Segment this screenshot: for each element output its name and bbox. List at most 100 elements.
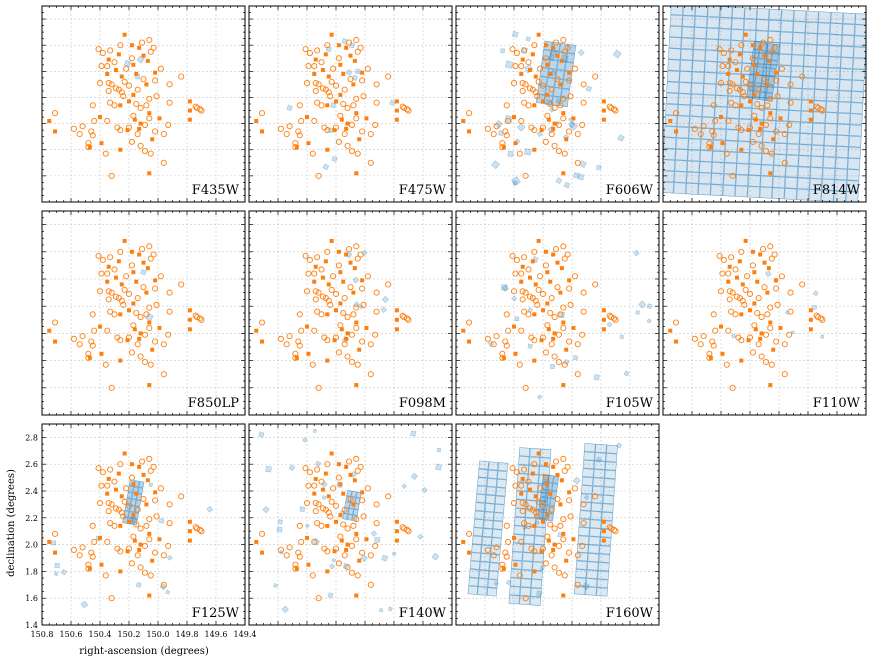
point-open-circle — [401, 314, 408, 321]
point-open-circle — [91, 538, 98, 545]
coverage-tile — [597, 570, 610, 580]
point-open-circle — [325, 89, 332, 96]
point-filled-square — [394, 519, 399, 524]
point-open-circle — [526, 505, 534, 512]
coverage-tile — [716, 72, 730, 85]
coverage-tile — [762, 67, 771, 77]
coverage-layer — [663, 6, 866, 202]
point-open-circle — [364, 273, 371, 280]
coverage-tile — [471, 543, 482, 554]
point-open-circle — [608, 314, 615, 321]
point-open-circle — [165, 121, 172, 128]
y-tick-label: 2.2 — [25, 514, 38, 523]
coverage-tile — [534, 535, 546, 546]
coverage-tile — [485, 494, 496, 504]
point-open-circle — [146, 95, 153, 102]
coverage-tile — [751, 49, 760, 59]
point-filled-square — [118, 312, 123, 317]
point-open-circle — [160, 131, 167, 138]
point-open-circle — [505, 327, 512, 334]
point-open-circle — [146, 324, 153, 332]
point-open-circle — [153, 93, 160, 100]
coverage-tile — [848, 146, 861, 159]
coverage-tile — [348, 508, 354, 515]
coverage-tile — [789, 87, 803, 100]
point-filled-square — [762, 53, 767, 58]
points-layer — [668, 32, 826, 179]
coverage-tile — [663, 170, 675, 183]
coverage-tile — [663, 159, 676, 172]
point-filled-square — [753, 117, 758, 122]
point-open-circle — [341, 341, 348, 348]
coverage-tile — [577, 49, 585, 57]
point-filled-square — [254, 118, 259, 123]
coverage-tile — [585, 586, 597, 596]
point-open-circle — [353, 536, 360, 543]
point-open-circle — [89, 553, 96, 560]
coverage-tile — [787, 132, 800, 145]
point-open-circle — [194, 525, 201, 532]
coverage-tile — [583, 451, 596, 461]
point-filled-square — [734, 275, 739, 280]
coverage-tile — [835, 146, 849, 158]
point-open-circle — [347, 495, 354, 503]
coverage-mosaic — [508, 447, 552, 606]
point-open-circle — [330, 485, 337, 492]
point-open-circle — [134, 86, 141, 93]
coverage-tile — [686, 160, 700, 173]
coverage-tile — [487, 469, 498, 479]
coverage-tile — [575, 568, 587, 579]
coverage-tile — [826, 78, 840, 91]
coverage-tile — [830, 11, 844, 24]
point-open-circle — [762, 147, 770, 155]
point-filled-square — [545, 301, 550, 306]
point-filled-square — [559, 478, 564, 483]
point-filled-square — [739, 103, 744, 108]
point-open-circle — [510, 288, 518, 295]
point-filled-square — [541, 308, 545, 313]
point-open-circle — [535, 286, 542, 293]
point-filled-square — [137, 336, 142, 341]
coverage-tile — [473, 518, 484, 529]
point-filled-square — [352, 58, 357, 63]
coverage-tile — [703, 72, 717, 85]
point-open-circle — [372, 121, 379, 128]
point-open-circle — [112, 293, 119, 300]
point-filled-square — [546, 327, 551, 332]
point-open-circle — [566, 285, 573, 292]
point-filled-square — [351, 502, 356, 507]
point-open-circle — [551, 353, 558, 360]
point-filled-square — [138, 542, 143, 547]
coverage-tile — [850, 91, 864, 103]
point-filled-square — [323, 52, 328, 57]
point-open-circle — [302, 46, 309, 53]
point-open-circle — [198, 528, 205, 535]
coverage-tile — [771, 187, 785, 200]
point-filled-square — [129, 462, 134, 467]
point-open-circle — [121, 498, 128, 505]
point-open-circle — [354, 361, 361, 368]
coverage-tile — [623, 370, 630, 377]
coverage-tile — [129, 505, 136, 513]
point-open-circle — [327, 513, 334, 520]
point-open-circle — [89, 522, 96, 529]
point-open-circle — [295, 338, 302, 345]
coverage-tile — [491, 528, 503, 539]
point-filled-square — [131, 301, 136, 306]
point-filled-square — [533, 494, 538, 499]
point-open-circle — [553, 246, 560, 253]
coverage-tile — [135, 499, 142, 507]
point-open-circle — [768, 150, 775, 157]
coverage-tile — [581, 476, 594, 486]
point-open-circle — [385, 73, 392, 80]
point-open-circle — [89, 132, 96, 139]
coverage-tile — [771, 51, 779, 61]
point-open-circle — [123, 485, 130, 492]
point-open-circle — [555, 358, 563, 366]
coverage-tile — [695, 6, 708, 17]
point-filled-square — [131, 270, 136, 275]
coverage-tile — [822, 167, 836, 180]
panel-f435w: F435W — [41, 5, 246, 203]
point-open-circle — [729, 172, 736, 179]
point-open-circle — [104, 538, 111, 545]
